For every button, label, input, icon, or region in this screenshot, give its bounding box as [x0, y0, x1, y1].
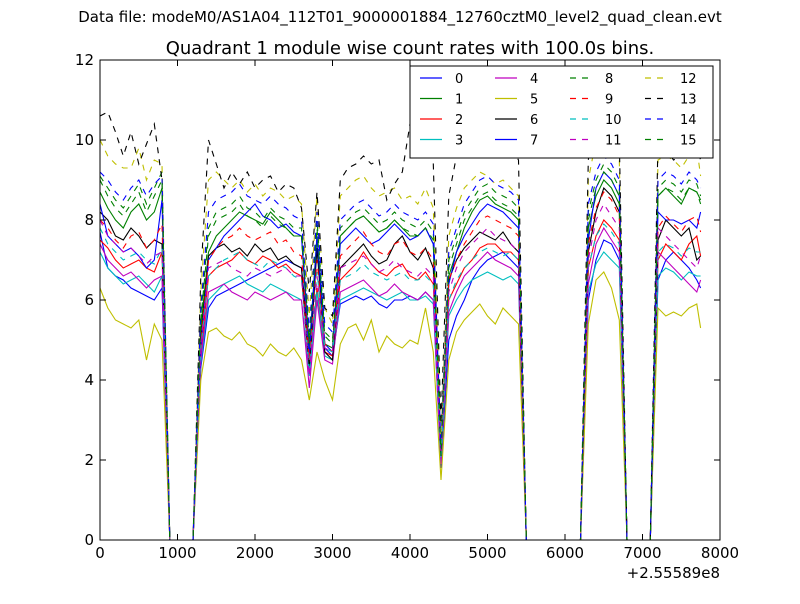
legend-label-7: 7	[530, 134, 538, 149]
legend-label-14: 14	[680, 113, 697, 128]
x-tick-label: 1000	[158, 544, 196, 562]
x-tick-label: 6000	[546, 544, 584, 562]
series-line-8	[99, 163, 702, 541]
series-line-13	[99, 95, 702, 541]
legend-box	[409, 65, 714, 159]
x-tick-label: 2000	[236, 544, 274, 562]
y-tick-label: 6	[84, 291, 94, 309]
legend-label-3: 3	[455, 134, 463, 149]
figure-suptitle: Data file: modeM0/AS1A04_112T01_90000018…	[78, 8, 722, 26]
series-line-1	[99, 179, 702, 541]
y-tick-label: 4	[84, 371, 94, 389]
legend-label-4: 4	[530, 72, 538, 87]
series-line-2	[99, 219, 702, 541]
legend-label-2: 2	[455, 113, 463, 128]
legend-label-10: 10	[605, 113, 622, 128]
x-offset-label: +2.55589e8	[627, 564, 720, 582]
y-tick-label: 12	[75, 51, 94, 69]
series-lines	[99, 95, 702, 541]
legend-label-9: 9	[605, 93, 613, 108]
x-tick-label: 0	[95, 544, 105, 562]
series-line-12	[99, 126, 702, 541]
legend-label-6: 6	[530, 113, 538, 128]
legend-label-8: 8	[605, 72, 613, 87]
legend-label-12: 12	[680, 72, 697, 87]
y-tick-label: 8	[84, 211, 94, 229]
series-line-11	[99, 202, 702, 541]
series-line-9	[99, 191, 702, 541]
x-tick-label: 5000	[468, 544, 506, 562]
legend-label-13: 13	[680, 93, 697, 108]
y-tick-label: 2	[84, 451, 94, 469]
series-line-15	[99, 171, 702, 541]
legend-label-5: 5	[530, 93, 538, 108]
series-line-5	[99, 271, 702, 541]
y-tick-label: 10	[75, 131, 94, 149]
x-tick-label: 3000	[313, 544, 351, 562]
legend-label-1: 1	[455, 93, 463, 108]
series-line-0	[99, 231, 702, 541]
legend-label-11: 11	[605, 134, 622, 149]
x-tick-label: 8000	[701, 544, 739, 562]
legend-label-15: 15	[680, 134, 697, 149]
y-tick-label: 0	[84, 531, 94, 549]
x-tick-label: 7000	[623, 544, 661, 562]
x-tick-label: 4000	[391, 544, 429, 562]
series-line-4	[99, 226, 702, 541]
series-line-6	[99, 186, 701, 541]
chart-title: Quadrant 1 module wise count rates with …	[166, 38, 655, 59]
series-line-10	[99, 223, 701, 541]
series-line-3	[99, 251, 701, 541]
axes: 0 1000 2000 3000 4000 5000 6000 7000 80000246810…	[75, 51, 739, 582]
legend-label-0: 0	[455, 72, 463, 87]
series-line-14	[99, 155, 702, 541]
